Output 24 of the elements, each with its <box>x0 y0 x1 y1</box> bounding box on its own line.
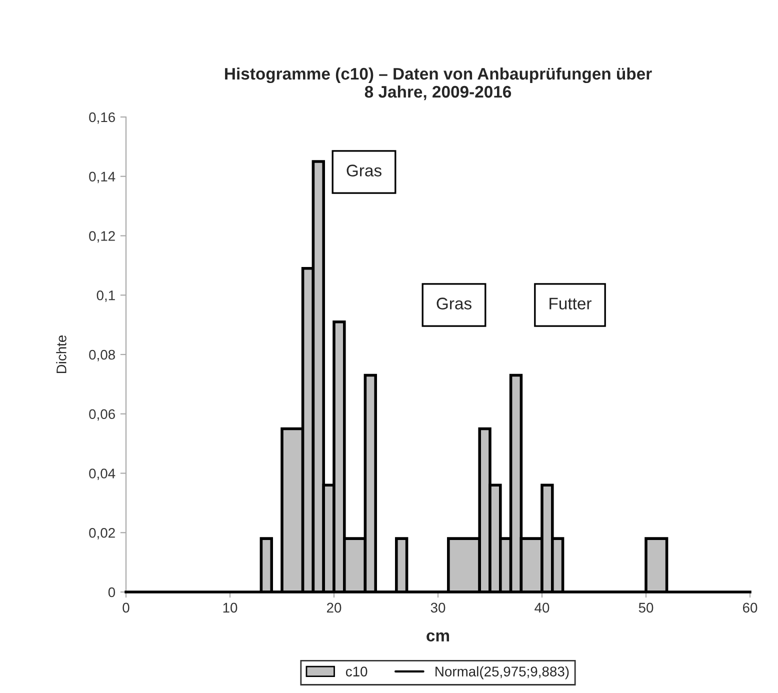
annotation: Gras <box>436 298 472 310</box>
legend-label: Normal(25,975;9,883) <box>436 666 569 680</box>
x-tick-label: 40 <box>534 602 550 613</box>
y-tick-label: 0,02 <box>89 528 115 540</box>
y-axis-title: Dichte <box>56 335 66 374</box>
y-tick-label: 0 <box>108 587 116 598</box>
y-tick-label: 0,08 <box>89 350 115 362</box>
y-tick-label: 0,04 <box>89 468 116 480</box>
annotation: Futter <box>550 298 592 310</box>
x-tick-label: 20 <box>326 602 342 613</box>
y-tick-label: 0,16 <box>89 112 115 124</box>
annotation: Gras <box>346 164 382 176</box>
x-tick-label: 0 <box>122 602 130 613</box>
x-tick-label: 50 <box>638 602 654 613</box>
x-tick-label: 10 <box>223 602 238 613</box>
chart-title: Histogramme (c10) – Daten von Anbauprüfungen über 8 Jahre, 2009-2016 <box>225 67 652 100</box>
x-axis-title: cm <box>426 632 450 642</box>
x-tick-label: 30 <box>430 602 446 613</box>
y-tick-label: 0,06 <box>89 409 115 421</box>
y-tick-label: 0,12 <box>89 231 115 243</box>
y-tick-label: 0,14 <box>89 172 116 184</box>
y-tick-label: 0,1 <box>96 290 115 302</box>
x-tick-label: 60 <box>742 602 758 613</box>
legend-label: c10 <box>346 666 368 676</box>
